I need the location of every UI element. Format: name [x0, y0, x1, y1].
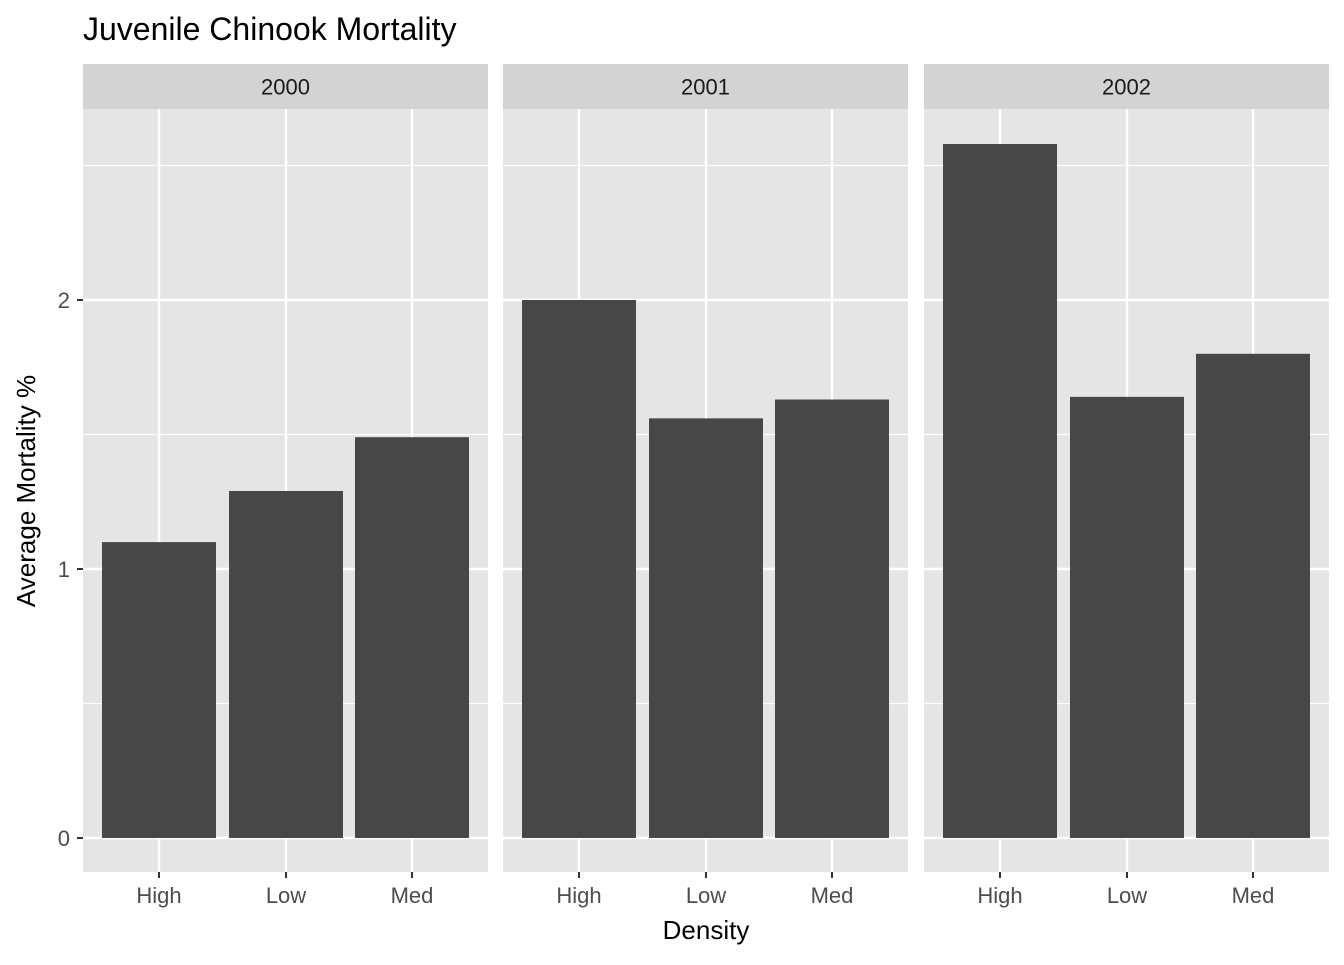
bar-2002-low: [1070, 396, 1184, 838]
facet-strip: [503, 64, 908, 109]
bar-2002-med: [1196, 353, 1310, 838]
x-tick-label: Low: [686, 883, 726, 908]
x-tick-label: Med: [1232, 883, 1275, 908]
facet-strip-label: 2001: [681, 75, 730, 100]
x-tick-label: Med: [391, 883, 434, 908]
facet-panel-2002: 2002 High Low Med: [924, 64, 1329, 908]
y-tick-label: 0: [58, 826, 70, 851]
panels-layer: 2000 High Low Med 2001 High Low Med 2002 High Low M…: [83, 64, 1329, 908]
facet-strip-label: 2002: [1102, 75, 1151, 100]
bar-2001-high: [522, 300, 636, 838]
bar-2000-high: [102, 542, 216, 838]
x-tick-label: High: [136, 883, 181, 908]
x-tick-label: Low: [266, 883, 306, 908]
facet-strip-label: 2000: [261, 75, 310, 100]
x-tick-label: Med: [811, 883, 854, 908]
x-tick-label: High: [556, 883, 601, 908]
chart-title: Juvenile Chinook Mortality: [83, 11, 457, 47]
x-tick-label: Low: [1107, 883, 1147, 908]
y-tick-label: 1: [58, 557, 70, 582]
y-axis-label: Average Mortality %: [11, 375, 41, 607]
bar-2001-low: [649, 418, 763, 838]
y-axis: 0 1 2: [58, 288, 83, 851]
bar-2002-high: [943, 143, 1057, 839]
facet-strip: [83, 64, 488, 109]
facet-strip: [924, 64, 1329, 109]
bar-2000-med: [355, 437, 469, 838]
bar-2001-med: [775, 399, 889, 838]
x-tick-label: High: [977, 883, 1022, 908]
facet-panel-2000: 2000 High Low Med: [83, 64, 488, 908]
x-axis-label: Density: [663, 915, 750, 945]
y-tick-label: 2: [58, 288, 70, 313]
bar-2000-low: [229, 490, 343, 838]
facet-panel-2001: 2001 High Low Med: [503, 64, 908, 908]
